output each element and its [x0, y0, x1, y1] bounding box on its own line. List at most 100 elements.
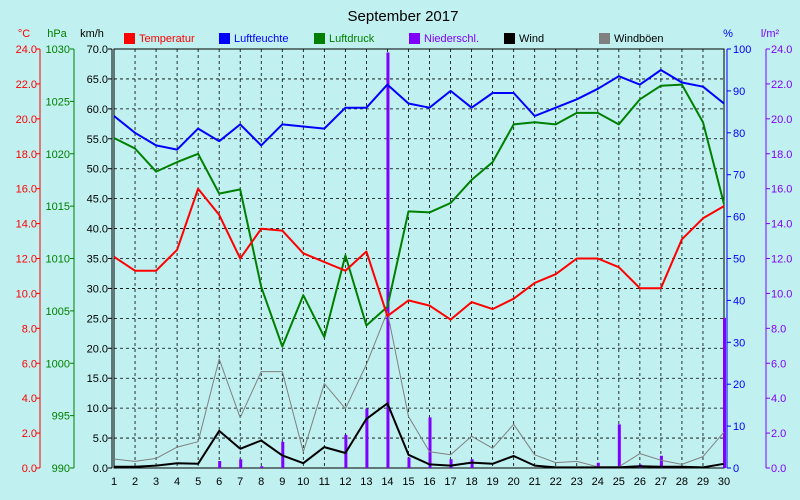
niederschl-bar [596, 462, 600, 468]
legend-swatch-luftdruck [314, 33, 325, 44]
x-tick-label: 4 [174, 476, 180, 488]
rain-axis-tick-label: 12.0 [771, 254, 792, 266]
niederschl-bar [365, 408, 369, 468]
wind-axis-tick-label: 30.0 [87, 283, 108, 295]
x-tick-label: 23 [571, 476, 583, 488]
humidity-axis-tick-label: 30 [733, 337, 745, 349]
niederschl-bar [723, 317, 726, 468]
wind-axis-tick-label: 60.0 [87, 104, 108, 116]
legend-label-niederschl: Niederschl. [424, 33, 479, 45]
pressure-axis-tick-label: 1020 [46, 149, 70, 161]
pressure-axis-tick-label: 1005 [46, 306, 70, 318]
x-tick-label: 16 [423, 476, 435, 488]
legend-label-temperatur: Temperatur [139, 33, 195, 45]
wind-axis-tick-label: 50.0 [87, 164, 108, 176]
rain-axis-tick-label: 8.0 [771, 323, 786, 335]
humidity-axis-unit: % [723, 28, 733, 40]
rain-axis-tick-label: 14.0 [771, 219, 792, 231]
x-tick-label: 14 [381, 476, 393, 488]
pressure-axis-tick-label: 1010 [46, 254, 70, 266]
temp-axis-tick-label: 20.0 [16, 114, 37, 126]
humidity-axis-tick-label: 100 [733, 44, 751, 56]
x-tick-label: 11 [319, 476, 330, 488]
legend-swatch-windboeen [599, 33, 610, 44]
x-tick-label: 18 [465, 476, 477, 488]
niederschl-bar [659, 455, 663, 468]
legend-swatch-wind [504, 33, 515, 44]
plot-area: 1 2 3 4 5 6 7 8 9 10 11 12 13 14 15 16 17 18 19 20 21 22 23 24 2… [16, 44, 793, 488]
legend-label-wind: Wind [519, 33, 544, 45]
wind-axis-tick-label: 10.0 [87, 403, 108, 415]
niederschl-bar [617, 424, 621, 468]
x-tick-label: 30 [718, 476, 730, 488]
wind-axis-tick-label: 25.0 [87, 313, 108, 325]
x-tick-label: 20 [508, 476, 520, 488]
legend: Temperatur Luftfeuchte Luftdruck Nieders… [124, 33, 664, 45]
pressure-axis-tick-label: 990 [52, 463, 70, 475]
rain-axis-tick-label: 10.0 [771, 288, 792, 300]
x-tick-label: 17 [444, 476, 456, 488]
temp-axis-tick-label: 24.0 [16, 44, 37, 56]
x-tick-label: 25 [613, 476, 625, 488]
temp-axis-tick-label: 0.0 [22, 463, 37, 475]
temp-axis-tick-label: 18.0 [16, 149, 37, 161]
temp-axis-tick-label: 2.0 [22, 428, 37, 440]
rain-axis-tick-label: 16.0 [771, 184, 792, 196]
x-tick-label: 21 [529, 476, 541, 488]
windben-series-line [113, 311, 725, 468]
rain-axis-unit: l/m² [761, 28, 780, 40]
humidity-axis-tick-label: 60 [733, 212, 745, 224]
wind-axis-tick-label: 5.0 [93, 433, 108, 445]
wind-axis-unit: km/h [80, 28, 104, 40]
x-tick-label: 26 [634, 476, 646, 488]
rain-axis-tick-label: 6.0 [771, 358, 786, 370]
rain-axis-tick-label: 2.0 [771, 428, 786, 440]
luftdruck-series-line [113, 83, 725, 348]
temp-axis-tick-label: 10.0 [16, 288, 37, 300]
humidity-axis-tick-label: 50 [733, 254, 745, 266]
luftfeuchte-series-line [113, 69, 725, 151]
temp-axis-tick-label: 6.0 [22, 358, 37, 370]
x-tick-label: 15 [402, 476, 414, 488]
humidity-axis-tick-label: 90 [733, 86, 745, 98]
niederschl-bar [386, 52, 390, 468]
wind-axis-tick-label: 35.0 [87, 254, 108, 266]
x-tick-label: 12 [339, 476, 351, 488]
niederschl-bar [407, 457, 411, 468]
x-tick-label: 22 [550, 476, 562, 488]
niederschl-bar [260, 466, 264, 468]
x-tick-label: 27 [655, 476, 667, 488]
pressure-axis-tick-label: 1000 [46, 358, 70, 370]
pressure-axis-tick-label: 995 [52, 411, 70, 423]
humidity-axis-tick-label: 70 [733, 170, 745, 182]
rain-axis-tick-label: 24.0 [771, 44, 792, 56]
x-tick-label: 24 [592, 476, 604, 488]
humidity-axis-tick-label: 20 [733, 379, 745, 391]
x-tick-label: 9 [279, 476, 285, 488]
x-tick-label: 8 [258, 476, 264, 488]
x-tick-label: 3 [153, 476, 159, 488]
x-tick-label: 19 [486, 476, 498, 488]
x-tick-label: 10 [297, 476, 309, 488]
temp-axis-unit: °C [18, 28, 30, 40]
pressure-axis-unit: hPa [47, 28, 67, 40]
x-tick-label: 2 [132, 476, 138, 488]
x-tick-label: 6 [216, 476, 222, 488]
rain-axis-tick-label: 18.0 [771, 149, 792, 161]
wind-axis-tick-label: 65.0 [87, 74, 108, 86]
temp-axis-tick-label: 14.0 [16, 219, 37, 231]
x-tick-label: 1 [111, 476, 117, 488]
legend-swatch-luftfeuchte [219, 33, 230, 44]
x-tick-label: 7 [237, 476, 243, 488]
humidity-axis-tick-label: 40 [733, 295, 745, 307]
temp-axis-tick-label: 4.0 [22, 393, 37, 405]
temp-axis-tick-label: 12.0 [16, 254, 37, 266]
wind-axis-tick-label: 0.0 [93, 463, 108, 475]
legend-label-luftdruck: Luftdruck [329, 33, 375, 45]
wind-axis-tick-label: 45.0 [87, 194, 108, 206]
niederschl-bar [428, 417, 432, 468]
legend-swatch-niederschl [409, 33, 420, 44]
x-tick-label: 5 [195, 476, 201, 488]
pressure-axis-tick-label: 1025 [46, 96, 70, 108]
